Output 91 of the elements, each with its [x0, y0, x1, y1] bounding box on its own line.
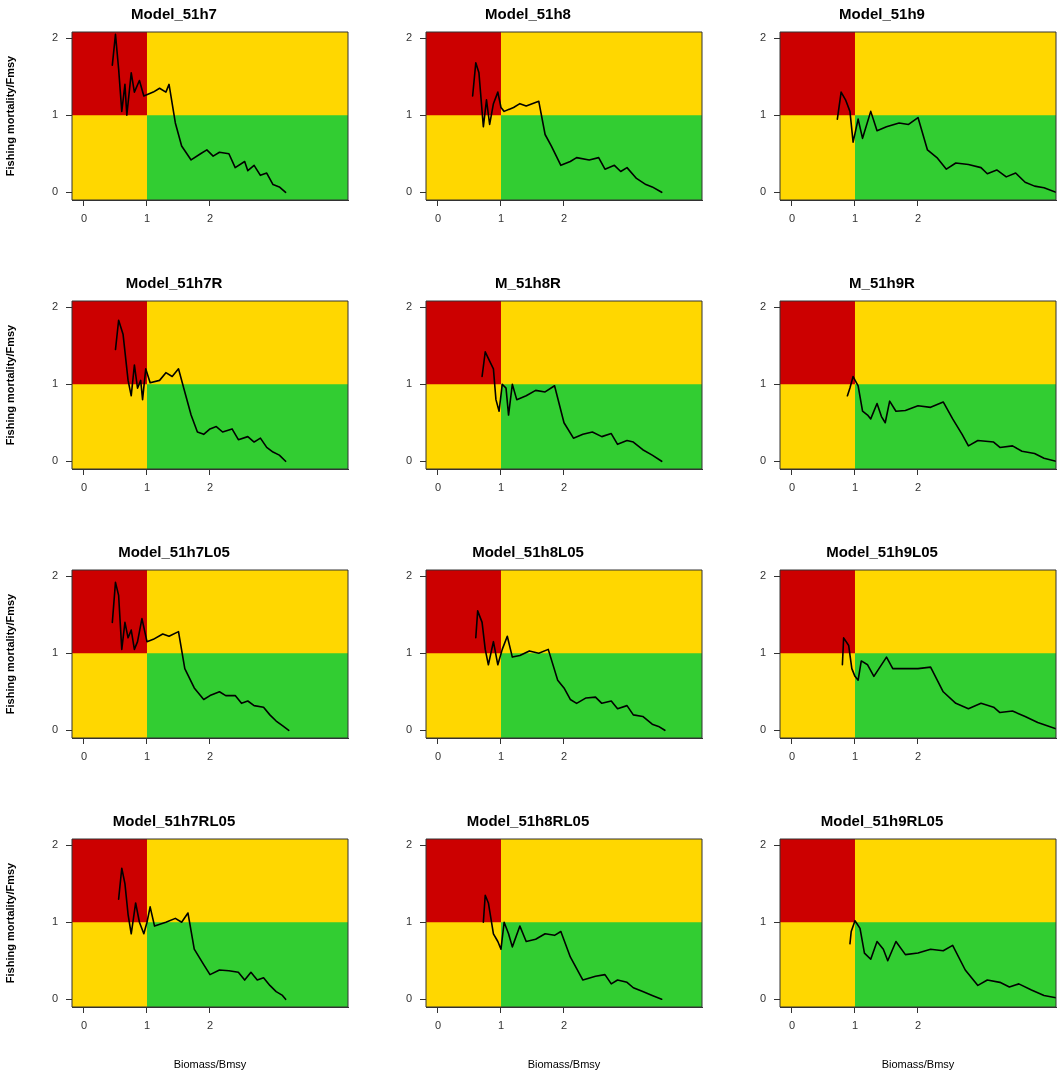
y-tick-label: 0	[51, 454, 58, 467]
x-axis-title: Biomass/Bmsy	[527, 1058, 601, 1071]
x-tick-label: 1	[497, 1018, 505, 1031]
chart-title: Model_51h7RL05	[112, 812, 236, 830]
x-tick-label: 1	[143, 211, 151, 224]
x-tick-label: 1	[851, 1018, 859, 1031]
x-tick-label: 2	[560, 211, 568, 224]
y-tick-label: 2	[405, 300, 412, 313]
x-tick-label: 1	[851, 211, 859, 224]
y-tick-label: 2	[405, 31, 412, 44]
y-axis-title: Fishing mortality/Fmsy	[3, 323, 16, 446]
x-tick-label: 0	[788, 1018, 796, 1031]
x-tick-label: 2	[206, 480, 214, 493]
y-tick-label: 0	[405, 185, 412, 198]
y-tick-label: 2	[51, 300, 58, 313]
x-tick-label: 2	[560, 749, 568, 762]
y-tick-label: 0	[759, 454, 766, 467]
chart-title: Model_51h9	[839, 5, 925, 23]
y-axis-title: Fishing mortality/Fmsy	[3, 861, 16, 984]
chart-title: Model_51h7R	[125, 274, 223, 292]
x-tick-label: 1	[851, 480, 859, 493]
chart-title: Model_51h9RL05	[820, 812, 944, 830]
y-tick-label: 0	[405, 992, 412, 1005]
y-axis-title: Fishing mortality/Fmsy	[3, 592, 16, 715]
y-tick-label: 2	[405, 569, 412, 582]
y-tick-label: 1	[405, 377, 412, 390]
x-tick-label: 2	[560, 480, 568, 493]
x-tick-label: 2	[914, 211, 922, 224]
y-tick-label: 0	[405, 454, 412, 467]
y-tick-label: 1	[51, 377, 58, 390]
x-axis-title: Biomass/Bmsy	[881, 1058, 955, 1071]
x-tick-label: 0	[434, 749, 442, 762]
y-tick-label: 1	[405, 108, 412, 121]
y-tick-label: 1	[759, 646, 766, 659]
x-tick-label: 0	[788, 480, 796, 493]
y-tick-label: 1	[759, 108, 766, 121]
chart-title: Model_51h8	[485, 5, 571, 23]
y-tick-label: 1	[51, 646, 58, 659]
x-tick-label: 0	[80, 749, 88, 762]
y-axis-title: Fishing mortality/Fmsy	[3, 54, 16, 177]
y-tick-label: 2	[759, 569, 766, 582]
y-tick-label: 1	[759, 915, 766, 928]
y-tick-label: 0	[51, 992, 58, 1005]
x-tick-label: 0	[434, 480, 442, 493]
chart-title: Model_51h9L05	[826, 543, 938, 561]
chart-title: Model_51h8L05	[472, 543, 584, 561]
y-tick-label: 2	[759, 838, 766, 851]
y-tick-label: 1	[51, 108, 58, 121]
y-tick-label: 0	[759, 185, 766, 198]
x-tick-label: 0	[434, 1018, 442, 1031]
y-tick-label: 0	[759, 992, 766, 1005]
chart-title: Model_51h7L05	[118, 543, 230, 561]
x-tick-label: 1	[497, 211, 505, 224]
x-tick-label: 1	[497, 480, 505, 493]
x-tick-label: 2	[560, 1018, 568, 1031]
x-tick-label: 0	[80, 211, 88, 224]
chart-title: Model_51h7	[131, 5, 217, 23]
x-tick-label: 1	[851, 749, 859, 762]
x-tick-label: 2	[914, 480, 922, 493]
x-tick-label: 2	[206, 749, 214, 762]
x-tick-label: 1	[143, 749, 151, 762]
chart-title: Model_51h8RL05	[466, 812, 590, 830]
x-tick-label: 0	[788, 749, 796, 762]
x-tick-label: 1	[143, 480, 151, 493]
y-tick-label: 1	[405, 646, 412, 659]
y-tick-label: 2	[405, 838, 412, 851]
x-tick-label: 0	[788, 211, 796, 224]
y-tick-label: 1	[405, 915, 412, 928]
y-tick-label: 2	[51, 569, 58, 582]
x-tick-label: 0	[434, 211, 442, 224]
y-tick-label: 2	[759, 300, 766, 313]
x-tick-label: 0	[80, 480, 88, 493]
x-tick-label: 0	[80, 1018, 88, 1031]
y-tick-label: 1	[51, 915, 58, 928]
y-tick-label: 2	[759, 31, 766, 44]
y-tick-label: 0	[759, 723, 766, 736]
x-tick-label: 2	[914, 749, 922, 762]
x-tick-label: 1	[497, 749, 505, 762]
chart-title: M_51h8R	[495, 274, 562, 292]
y-tick-label: 2	[51, 31, 58, 44]
x-tick-label: 2	[206, 1018, 214, 1031]
chart-title: M_51h9R	[849, 274, 916, 292]
x-axis-title: Biomass/Bmsy	[173, 1058, 247, 1071]
y-tick-label: 0	[51, 185, 58, 198]
x-tick-label: 2	[914, 1018, 922, 1031]
y-tick-label: 0	[51, 723, 58, 736]
y-tick-label: 0	[405, 723, 412, 736]
y-tick-label: 2	[51, 838, 58, 851]
x-tick-label: 1	[143, 1018, 151, 1031]
x-tick-label: 2	[206, 211, 214, 224]
y-tick-label: 1	[759, 377, 766, 390]
